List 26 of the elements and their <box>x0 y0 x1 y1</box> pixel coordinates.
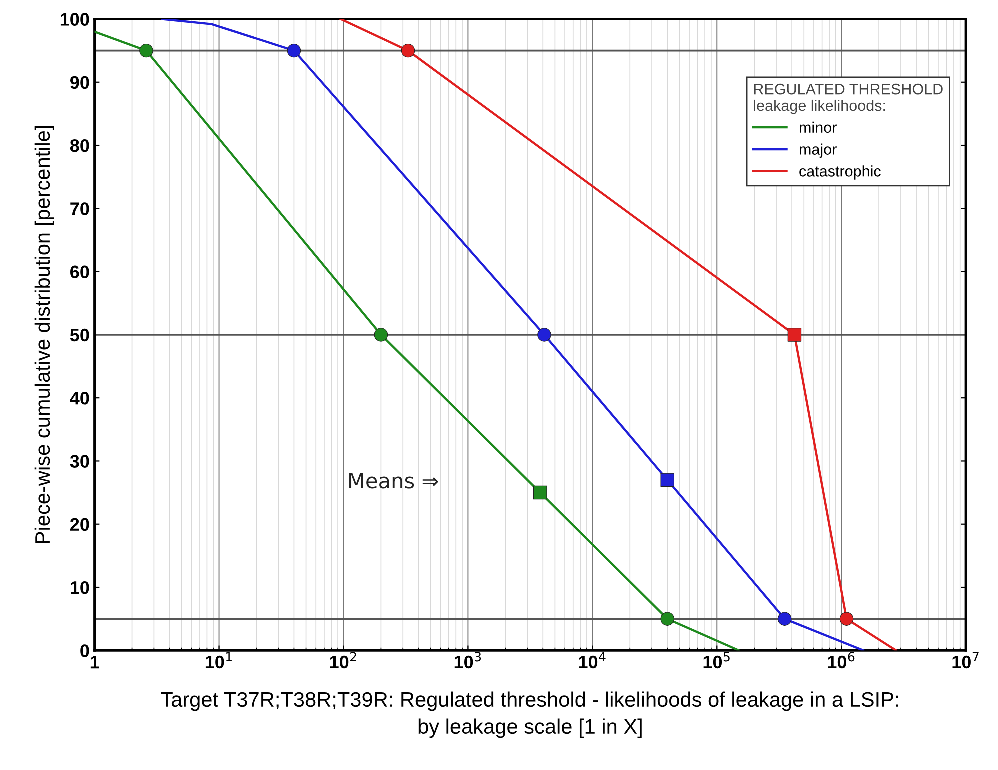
legend-title: REGULATED THRESHOLD leakage likelihoods: <box>754 84 943 114</box>
y-tick-label: 80 <box>70 139 90 152</box>
legend-label: minor <box>800 122 837 134</box>
x-tick-label: 1 <box>90 656 100 669</box>
x-tick-label: 10$^{4}$ <box>579 652 606 669</box>
y-tick-label: 20 <box>70 518 90 532</box>
y-tick-label: 100 <box>60 13 90 26</box>
x-tick-label: 10$^{2}$ <box>330 652 356 669</box>
y-tick-label: 40 <box>70 392 90 405</box>
x-tick-label: 10$^{6}$ <box>828 652 855 669</box>
annotation: Means ⇒ <box>350 473 438 489</box>
legend-label: catastrophic <box>800 166 881 180</box>
x-tick-label: 10$^{3}$ <box>454 652 482 669</box>
y-tick-label: 70 <box>70 202 90 216</box>
y-tick-label: 50 <box>70 328 90 342</box>
y-axis-title: Piece-wise cumulative distribution [percentile] <box>34 126 54 544</box>
y-tick-label: 0 <box>80 644 90 658</box>
y-tick-label: 90 <box>70 76 90 90</box>
x-tick-label: 10$^{1}$ <box>206 652 232 669</box>
x-tick-label: 10$^{7}$ <box>952 652 979 669</box>
y-tick-label: 60 <box>70 266 90 279</box>
legend-label: major <box>800 144 837 158</box>
x-tick-label: 10$^{5}$ <box>704 652 730 669</box>
x-axis-title: Target T37R;T38R;T39R: Regulated threshold - likelihoods of leakage in a LSIP: by leakage scale [1 in X] <box>161 692 898 738</box>
y-tick-label: 10 <box>71 581 90 594</box>
y-tick-label: 30 <box>70 455 90 468</box>
